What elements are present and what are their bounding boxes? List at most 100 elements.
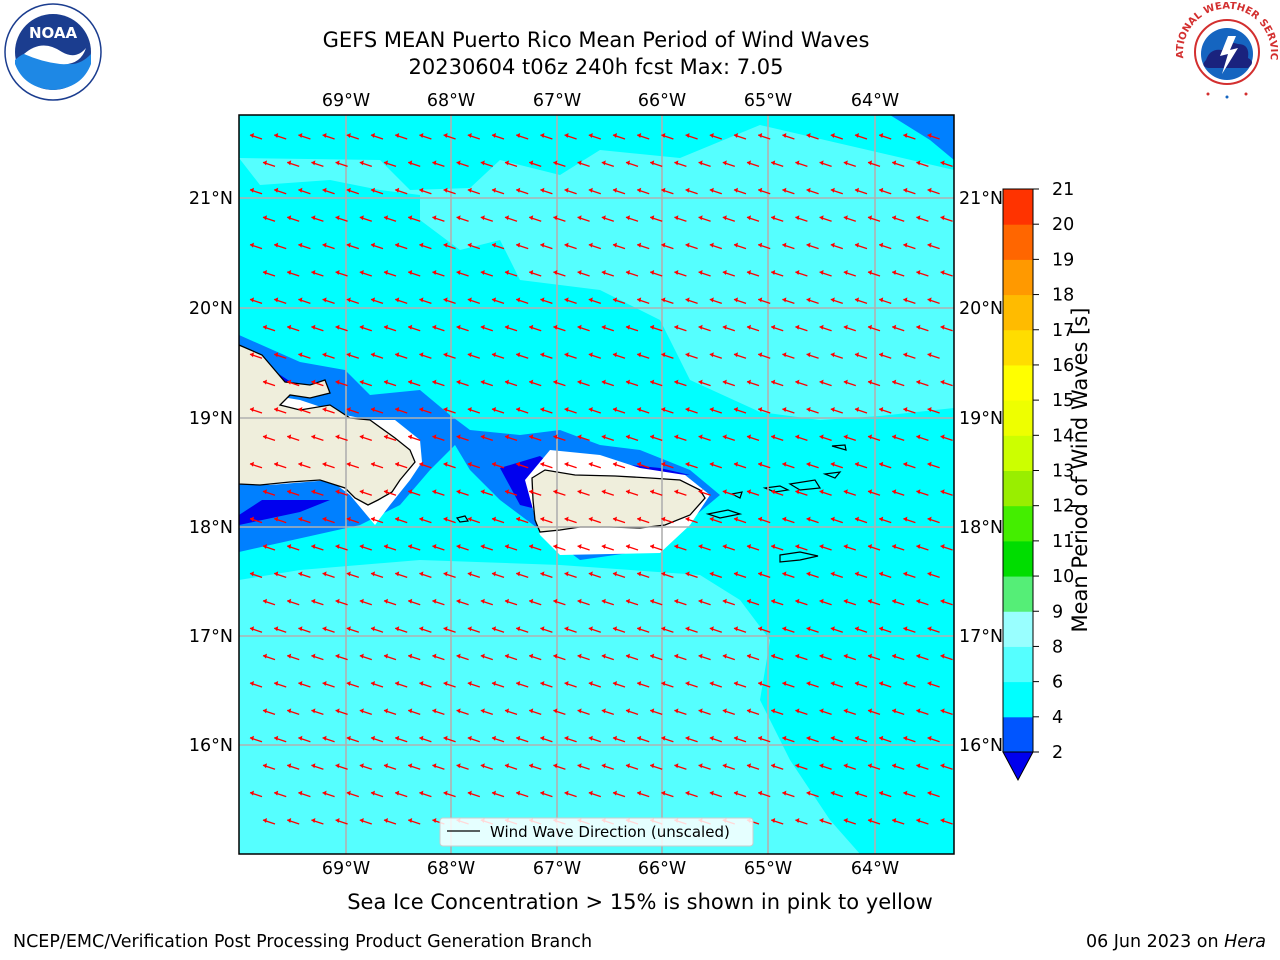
wave-arrow-head	[637, 735, 642, 741]
wave-arrow-head	[298, 187, 303, 193]
wave-arrow-head	[274, 790, 279, 796]
run-date-credit: 06 Jun 2023 on Hera	[1086, 932, 1266, 952]
wave-arrow-head	[384, 708, 388, 714]
wave-arrow-head	[879, 571, 884, 577]
wave-arrow-head	[806, 516, 811, 522]
wave-arrow-head	[346, 242, 351, 248]
wave-arrow-head	[734, 187, 738, 193]
colorbar-tick-label: 13	[1052, 462, 1074, 482]
wave-arrow-head	[480, 324, 485, 330]
wave-arrow-head	[359, 708, 364, 714]
wave-arrow-head	[298, 735, 303, 741]
lat-label: 19°N	[959, 409, 1003, 429]
wave-arrow-head	[734, 352, 738, 358]
wave-arrow-head	[819, 763, 824, 769]
wave-arrow-head	[855, 516, 859, 522]
wave-arrow-head	[916, 160, 921, 166]
wave-arrow-head	[467, 461, 472, 467]
wave-arrow-head	[868, 763, 872, 769]
wave-arrow-head	[322, 407, 327, 412]
wave-arrow-head	[456, 708, 461, 714]
wave-arrow-head	[868, 160, 872, 166]
wave-arrow-head	[879, 735, 884, 741]
wave-arrow-head	[443, 461, 448, 467]
wave-arrow-head	[698, 270, 703, 275]
wave-arrow-head	[553, 379, 558, 385]
lat-label: 20°N	[189, 299, 233, 319]
colorbar-segment	[1003, 540, 1033, 577]
wave-arrow-head	[747, 544, 751, 549]
chart-subtitle: 20230604 t06z 240h fcst Max: 7.05	[408, 55, 784, 79]
wave-arrow-head	[467, 352, 472, 358]
wave-arrow-head	[661, 626, 666, 632]
colorbar-segment	[1003, 505, 1033, 542]
wave-arrow-head	[722, 653, 727, 659]
colorbar-tick-label: 2	[1052, 743, 1063, 763]
wave-arrow-head	[795, 708, 800, 714]
wave-arrow-head	[311, 489, 316, 495]
wave-arrow-head	[903, 297, 908, 303]
wave-arrow-head	[892, 763, 897, 769]
wave-arrow-head	[626, 379, 630, 385]
wave-arrow-head	[311, 653, 316, 659]
wave-arrow-head	[661, 297, 666, 303]
wave-arrow-head	[843, 434, 848, 440]
wave-arrow-head	[855, 133, 859, 138]
wave-arrow-head	[322, 242, 327, 248]
wave-arrow-head	[782, 571, 787, 577]
wave-arrow-head	[709, 461, 714, 467]
wave-arrow-head	[540, 407, 545, 412]
wave-arrow-head	[927, 187, 932, 193]
wave-arrow-head	[456, 653, 461, 659]
mona-island	[455, 515, 469, 523]
wave-arrow-head	[467, 735, 472, 741]
wave-arrow-head	[771, 708, 776, 714]
colorbar-title-text: Mean Period of Wind Waves [s]	[1068, 307, 1092, 633]
colorbar-tick-label: 21	[1052, 180, 1074, 200]
wave-arrow-head	[529, 379, 534, 385]
wave-arrow-head	[492, 133, 496, 138]
wave-arrow-head	[395, 133, 400, 138]
wave-arrow-head	[879, 407, 884, 412]
wave-arrow-head	[298, 352, 303, 358]
wave-arrow-head	[505, 160, 509, 166]
wave-arrow-head	[892, 215, 897, 221]
wave-arrow-head	[359, 379, 364, 385]
wave-arrow-head	[661, 133, 666, 138]
wave-arrow-head	[916, 489, 921, 495]
sea-ice-note: Sea Ice Concentration > 15% is shown in …	[347, 890, 933, 914]
lon-label: 65°W	[744, 859, 792, 879]
wave-arrow-head	[674, 598, 679, 604]
wave-arrow-head	[516, 133, 521, 138]
colorbar-tick-label: 12	[1052, 497, 1074, 517]
wave-arrow-head	[432, 215, 437, 221]
wave-arrow-head	[674, 434, 679, 440]
wave-arrow-head	[927, 626, 932, 632]
wave-arrow-head	[263, 598, 267, 604]
wave-arrow-head	[311, 763, 316, 769]
wave-arrow-head	[601, 598, 606, 604]
lat-label: 17°N	[189, 627, 233, 647]
wave-arrow-head	[553, 434, 558, 440]
wave-arrow-head	[722, 763, 727, 769]
wave-arrow-head	[456, 763, 461, 769]
wave-arrow-head	[432, 708, 437, 714]
wave-arrow-head	[830, 571, 835, 577]
wave-arrow-head	[250, 352, 254, 358]
wave-arrow-head	[747, 489, 751, 495]
wave-arrow-head	[346, 571, 351, 577]
wave-arrow-head	[335, 324, 340, 330]
wave-arrow-head	[553, 763, 558, 769]
wave-arrow-head	[674, 160, 679, 166]
wave-arrow-head	[637, 352, 642, 358]
lon-label: 66°W	[638, 859, 686, 879]
wave-arrow-head	[250, 297, 254, 303]
wave-arrow-head	[346, 407, 351, 412]
wave-arrow-head	[250, 571, 254, 577]
wave-arrow-head	[685, 571, 690, 577]
wave-arrow-head	[601, 544, 606, 549]
wave-arrow-head	[650, 160, 655, 166]
wave-arrow-head	[685, 626, 690, 632]
wave-arrow-head	[650, 763, 655, 769]
lon-label: 67°W	[533, 91, 581, 111]
